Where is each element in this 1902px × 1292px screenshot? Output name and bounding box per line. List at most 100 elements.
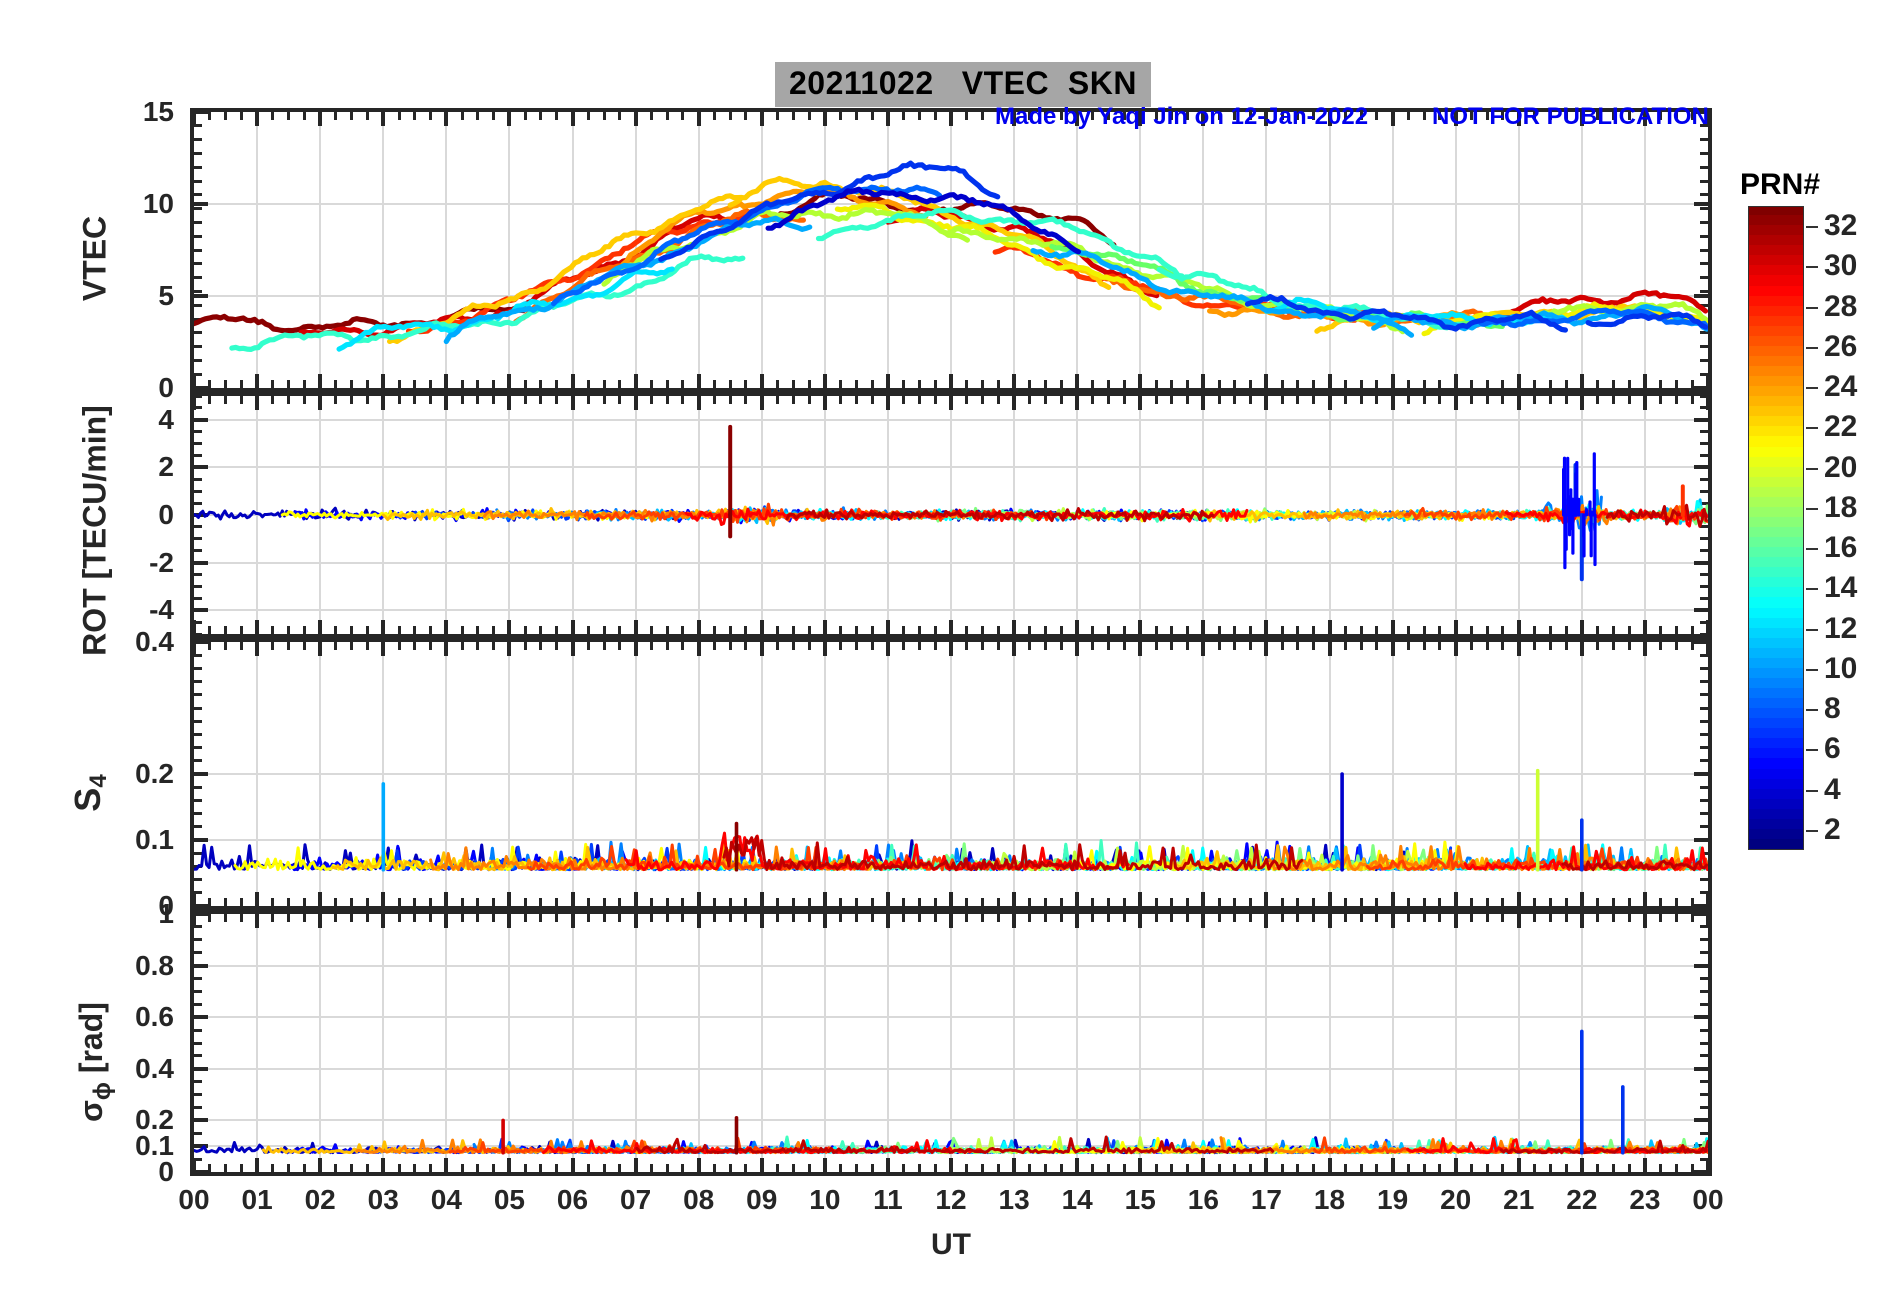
colorbar-segment: [1749, 576, 1803, 588]
ytick-label-s4: 0.1: [135, 824, 174, 855]
axis-tick-major: [318, 1158, 323, 1172]
axis-tick-minor: [744, 642, 748, 650]
axis-tick-major: [1012, 642, 1017, 656]
axis-tick-major: [633, 892, 638, 906]
vtec-arc-prn-7: [1478, 307, 1708, 331]
colorbar-title: PRN#: [1740, 168, 1821, 201]
axis-tick-minor: [1359, 626, 1363, 634]
axis-tick-minor: [1485, 898, 1489, 906]
axis-tick-minor: [1122, 380, 1126, 388]
panel-s4: [190, 638, 1712, 910]
axis-tick-minor: [1375, 112, 1379, 120]
axis-tick-minor: [194, 489, 202, 493]
axis-tick-major: [1453, 1158, 1458, 1172]
axis-tick-minor: [791, 642, 795, 650]
axis-tick-minor: [902, 914, 906, 922]
axis-tick-major: [1516, 1158, 1521, 1172]
axis-tick-minor: [194, 262, 202, 266]
axis-tick-major: [570, 374, 575, 388]
axis-tick-minor: [302, 380, 306, 388]
axis-tick-major: [1579, 642, 1584, 656]
axis-tick-minor: [1700, 732, 1708, 736]
axis-tick-minor: [194, 248, 202, 252]
axis-tick-minor: [194, 1144, 202, 1148]
axis-tick-minor: [1312, 396, 1316, 404]
axis-tick-minor: [194, 1106, 202, 1109]
axis-tick-minor: [1186, 914, 1190, 922]
axis-tick-minor: [350, 380, 354, 388]
colorbar-tick: [1806, 789, 1818, 792]
axis-tick-minor: [1533, 380, 1537, 388]
axis-tick-minor: [712, 914, 716, 922]
gridline-vertical: [760, 112, 763, 388]
axis-tick-minor: [649, 1164, 653, 1172]
gridline-vertical: [571, 914, 574, 1172]
axis-tick-minor: [539, 898, 543, 906]
axis-tick-minor: [996, 898, 1000, 906]
axis-tick-minor: [224, 1164, 228, 1172]
axis-tick-major: [444, 374, 449, 388]
axis-tick-major: [1390, 1158, 1395, 1172]
colorbar-segment: [1749, 455, 1803, 467]
ytick-label-sig: 0.6: [135, 1001, 174, 1033]
gridline-vertical: [1391, 112, 1394, 388]
axis-tick-minor: [271, 396, 275, 404]
axis-tick-minor: [239, 112, 243, 120]
axis-tick-major: [1579, 892, 1584, 906]
data-curves-s4: [194, 768, 1708, 872]
axis-tick-major: [1579, 396, 1584, 410]
axis-tick-minor: [1700, 989, 1708, 993]
axis-tick-minor: [302, 642, 306, 650]
xtick-label: 15: [1124, 1184, 1156, 1215]
axis-tick-minor: [1469, 1164, 1473, 1172]
axis-tick-minor: [194, 276, 202, 280]
gridline-vertical: [382, 914, 385, 1172]
axis-tick-minor: [854, 112, 858, 120]
axis-tick-minor: [1296, 1164, 1300, 1172]
ytick-label-vtec: 15: [142, 96, 174, 127]
axis-tick-minor: [194, 372, 202, 376]
axis-tick-minor: [194, 825, 202, 829]
axis-tick-minor: [1107, 1164, 1111, 1172]
rot-trace-prn-29: [1504, 504, 1708, 528]
axis-tick-minor: [476, 396, 480, 404]
axis-tick-minor: [839, 626, 843, 634]
axis-tick-minor: [271, 642, 275, 650]
axis-tick-minor: [208, 642, 212, 650]
axis-tick-minor: [523, 898, 527, 906]
axis-tick-minor: [1501, 642, 1505, 650]
axis-tick-minor: [523, 380, 527, 388]
axis-tick-major: [696, 620, 701, 634]
axis-tick-minor: [1501, 396, 1505, 404]
colorbar-tick-label: 24: [1824, 370, 1858, 404]
axis-tick-minor: [1596, 380, 1600, 388]
axis-tick-major: [1390, 374, 1395, 388]
axis-tick-minor: [350, 1164, 354, 1172]
axis-tick-minor: [744, 112, 748, 120]
axis-tick-minor: [1091, 626, 1095, 634]
axis-tick-major: [318, 374, 323, 388]
axis-tick-minor: [1375, 914, 1379, 922]
xtick-label: 17: [1250, 1184, 1282, 1215]
colorbar[interactable]: [1748, 206, 1804, 850]
axis-tick-minor: [194, 964, 202, 968]
axis-tick-minor: [744, 914, 748, 922]
axis-tick-minor: [1596, 914, 1600, 922]
gridline-vertical: [634, 914, 637, 1172]
axis-tick-minor: [902, 396, 906, 404]
axis-tick-major: [1138, 620, 1143, 634]
gridline-vertical: [1076, 914, 1079, 1172]
axis-tick-minor: [1700, 489, 1708, 493]
xtick-label: 07: [620, 1184, 652, 1215]
axis-tick-minor: [965, 396, 969, 404]
ytick-label-s4: 0.2: [135, 758, 174, 789]
axis-tick-minor: [870, 380, 874, 388]
axis-tick-minor: [1217, 898, 1221, 906]
colorbar-segment: [1749, 707, 1803, 719]
axis-tick-minor: [854, 1164, 858, 1172]
colorbar-tick: [1806, 266, 1818, 269]
axis-tick-major: [255, 914, 260, 928]
axis-tick-minor: [350, 396, 354, 404]
axis-tick-major: [381, 892, 386, 906]
xtick-label: 00: [178, 1184, 210, 1215]
